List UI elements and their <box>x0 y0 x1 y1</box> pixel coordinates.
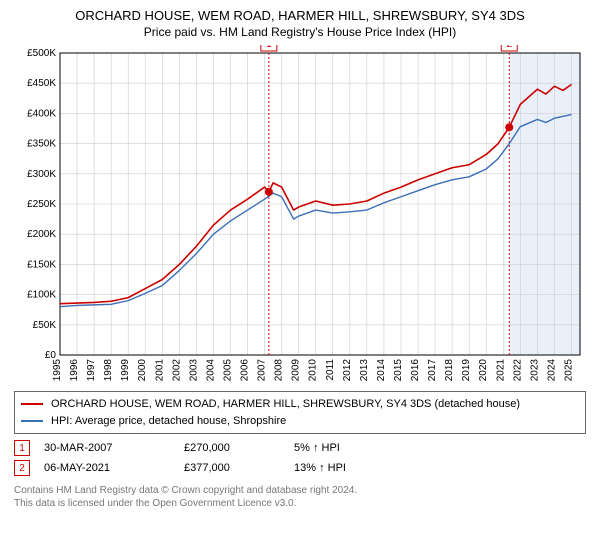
svg-text:2024: 2024 <box>546 359 557 382</box>
svg-text:2012: 2012 <box>342 359 353 382</box>
svg-text:2025: 2025 <box>563 359 574 382</box>
svg-text:2019: 2019 <box>461 359 472 382</box>
svg-text:2017: 2017 <box>427 359 438 382</box>
svg-text:£300K: £300K <box>27 169 56 180</box>
svg-text:2016: 2016 <box>410 359 421 382</box>
svg-text:2: 2 <box>506 45 512 50</box>
footer-line: This data is licensed under the Open Gov… <box>14 497 586 510</box>
svg-text:£250K: £250K <box>27 199 56 210</box>
svg-text:2020: 2020 <box>478 359 489 382</box>
footer-line: Contains HM Land Registry data © Crown c… <box>14 484 586 497</box>
svg-text:2010: 2010 <box>308 359 319 382</box>
svg-text:2023: 2023 <box>529 359 540 382</box>
svg-text:2004: 2004 <box>205 359 216 382</box>
sale-price: £270,000 <box>184 442 294 454</box>
svg-text:1: 1 <box>266 45 272 50</box>
svg-text:£400K: £400K <box>27 108 56 119</box>
sale-price: £377,000 <box>184 462 294 474</box>
svg-text:1996: 1996 <box>69 359 80 382</box>
svg-text:1995: 1995 <box>52 359 63 382</box>
legend-item: HPI: Average price, detached house, Shro… <box>21 413 579 430</box>
svg-text:2009: 2009 <box>291 359 302 382</box>
svg-text:2003: 2003 <box>188 359 199 382</box>
svg-text:2007: 2007 <box>257 359 268 382</box>
legend-label: ORCHARD HOUSE, WEM ROAD, HARMER HILL, SH… <box>51 396 520 413</box>
svg-text:£150K: £150K <box>27 259 56 270</box>
sale-index-box: 1 <box>14 440 30 456</box>
svg-text:2018: 2018 <box>444 359 455 382</box>
svg-text:2008: 2008 <box>274 359 285 382</box>
svg-text:2022: 2022 <box>512 359 523 382</box>
page-subtitle: Price paid vs. HM Land Registry's House … <box>12 25 588 39</box>
legend-swatch <box>21 403 43 405</box>
sales-table: 1 30-MAR-2007£270,0005% ↑ HPI 2 06-MAY-2021… <box>14 438 586 478</box>
svg-text:£500K: £500K <box>27 48 56 59</box>
svg-text:1998: 1998 <box>103 359 114 382</box>
legend: ORCHARD HOUSE, WEM ROAD, HARMER HILL, SH… <box>14 391 586 434</box>
svg-text:2001: 2001 <box>154 359 165 382</box>
svg-text:1999: 1999 <box>120 359 131 382</box>
svg-text:2021: 2021 <box>495 359 506 382</box>
sale-hpi: 5% ↑ HPI <box>294 442 340 454</box>
svg-text:2000: 2000 <box>137 359 148 382</box>
sale-hpi: 13% ↑ HPI <box>294 462 346 474</box>
footer: Contains HM Land Registry data © Crown c… <box>14 484 586 510</box>
sale-date: 30-MAR-2007 <box>44 442 184 454</box>
page-title: ORCHARD HOUSE, WEM ROAD, HARMER HILL, SH… <box>12 8 588 23</box>
sale-row: 1 30-MAR-2007£270,0005% ↑ HPI <box>14 438 586 458</box>
svg-text:2015: 2015 <box>393 359 404 382</box>
sale-index-box: 2 <box>14 460 30 476</box>
svg-text:2006: 2006 <box>240 359 251 382</box>
svg-text:£350K: £350K <box>27 139 56 150</box>
legend-item: ORCHARD HOUSE, WEM ROAD, HARMER HILL, SH… <box>21 396 579 413</box>
svg-text:£200K: £200K <box>27 229 56 240</box>
svg-text:2014: 2014 <box>376 359 387 382</box>
svg-text:2005: 2005 <box>222 359 233 382</box>
svg-text:£450K: £450K <box>27 78 56 89</box>
legend-label: HPI: Average price, detached house, Shro… <box>51 413 286 430</box>
sale-date: 06-MAY-2021 <box>44 462 184 474</box>
svg-text:£50K: £50K <box>33 320 57 331</box>
svg-text:2002: 2002 <box>171 359 182 382</box>
legend-swatch <box>21 420 43 422</box>
svg-text:2011: 2011 <box>325 359 336 381</box>
svg-text:£100K: £100K <box>27 290 56 301</box>
price-chart: £0£50K£100K£150K£200K£250K£300K£350K£400… <box>12 45 588 385</box>
svg-text:1997: 1997 <box>86 359 97 382</box>
sale-row: 2 06-MAY-2021£377,00013% ↑ HPI <box>14 458 586 478</box>
svg-text:2013: 2013 <box>359 359 370 382</box>
